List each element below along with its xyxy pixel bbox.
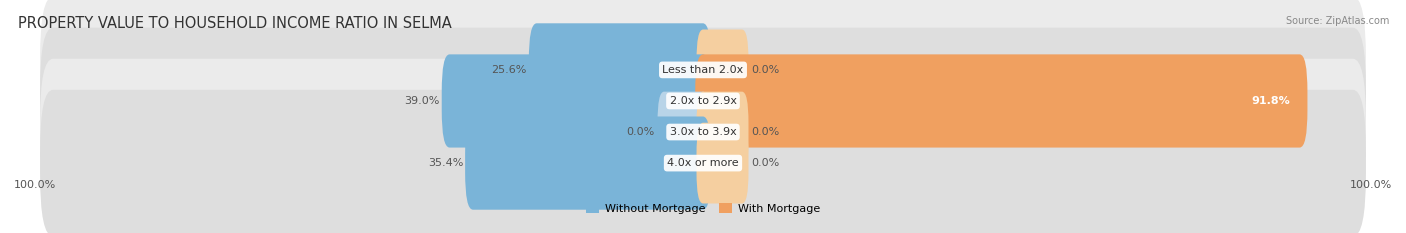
Text: Less than 2.0x: Less than 2.0x xyxy=(662,65,744,75)
FancyBboxPatch shape xyxy=(696,123,748,203)
Text: 4.0x or more: 4.0x or more xyxy=(668,158,738,168)
Legend: Without Mortgage, With Mortgage: Without Mortgage, With Mortgage xyxy=(582,199,824,218)
Text: 2.0x to 2.9x: 2.0x to 2.9x xyxy=(669,96,737,106)
Text: 35.4%: 35.4% xyxy=(427,158,463,168)
FancyBboxPatch shape xyxy=(658,92,710,172)
FancyBboxPatch shape xyxy=(39,90,1367,233)
Text: 3.0x to 3.9x: 3.0x to 3.9x xyxy=(669,127,737,137)
Text: 91.8%: 91.8% xyxy=(1251,96,1289,106)
FancyBboxPatch shape xyxy=(465,116,711,210)
Text: 100.0%: 100.0% xyxy=(1350,181,1392,190)
Text: 0.0%: 0.0% xyxy=(752,65,780,75)
FancyBboxPatch shape xyxy=(696,30,748,110)
FancyBboxPatch shape xyxy=(39,59,1367,205)
Text: 100.0%: 100.0% xyxy=(14,181,56,190)
Text: Source: ZipAtlas.com: Source: ZipAtlas.com xyxy=(1285,16,1389,26)
FancyBboxPatch shape xyxy=(39,0,1367,143)
Text: 39.0%: 39.0% xyxy=(405,96,440,106)
Text: PROPERTY VALUE TO HOUSEHOLD INCOME RATIO IN SELMA: PROPERTY VALUE TO HOUSEHOLD INCOME RATIO… xyxy=(18,16,451,31)
Text: 0.0%: 0.0% xyxy=(626,127,654,137)
Text: 0.0%: 0.0% xyxy=(752,127,780,137)
FancyBboxPatch shape xyxy=(39,28,1367,174)
Text: 0.0%: 0.0% xyxy=(752,158,780,168)
FancyBboxPatch shape xyxy=(441,54,711,147)
Text: 25.6%: 25.6% xyxy=(492,65,527,75)
FancyBboxPatch shape xyxy=(696,92,748,172)
FancyBboxPatch shape xyxy=(529,23,711,116)
FancyBboxPatch shape xyxy=(695,54,1308,147)
